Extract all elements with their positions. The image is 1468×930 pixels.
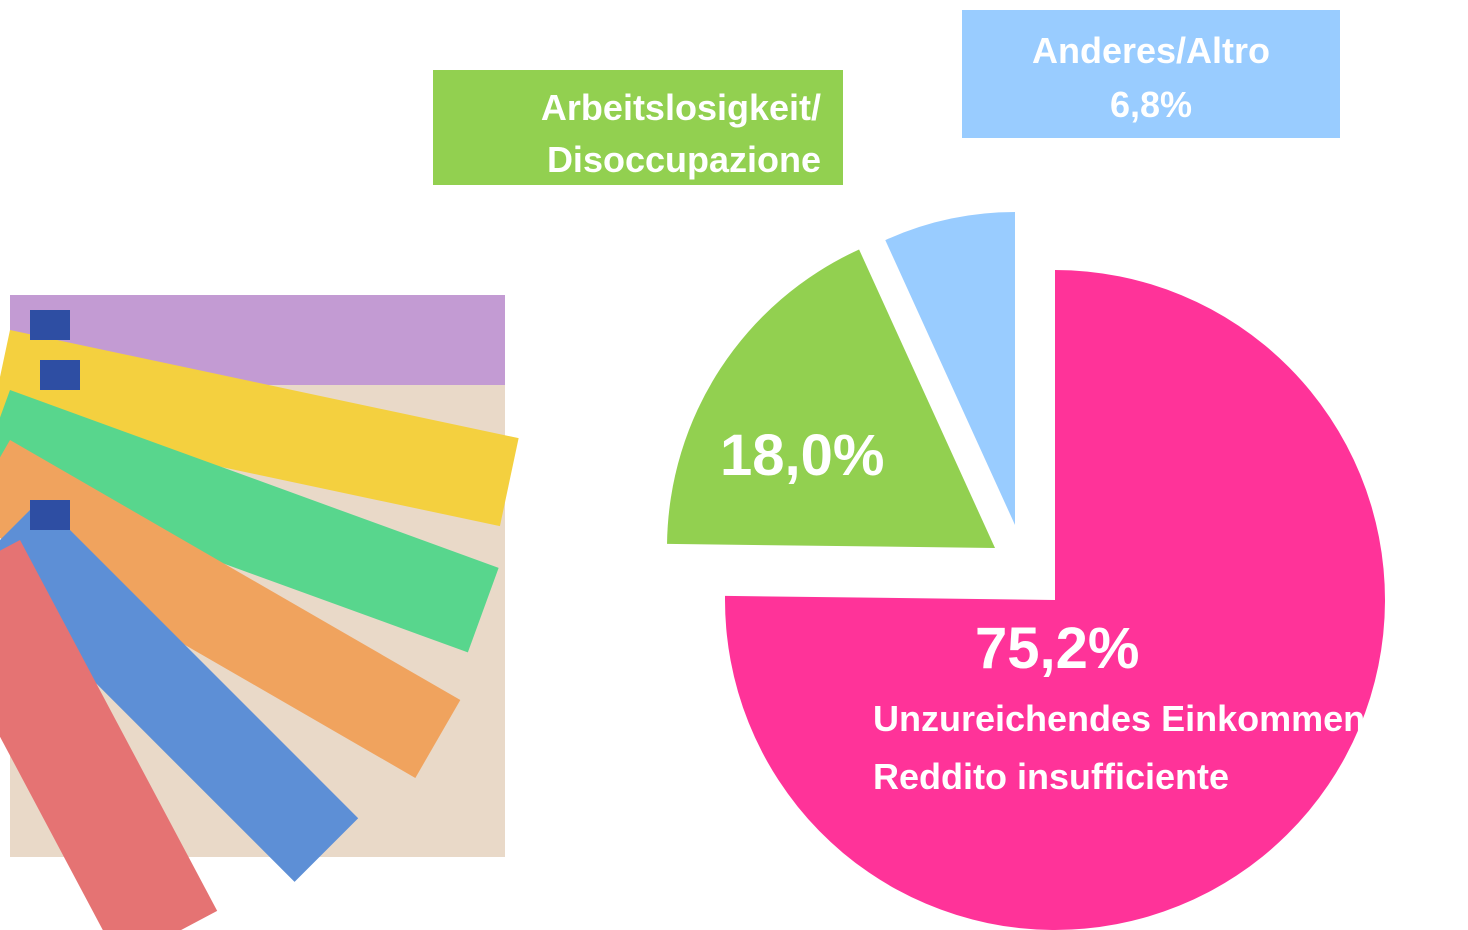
value-label: 18,0% — [720, 422, 884, 489]
euro-banknotes-image — [0, 295, 519, 930]
category-label: Anderes/Altro — [962, 24, 1340, 78]
value-label: 75,2% — [975, 615, 1139, 682]
value-label: 6,8% — [962, 78, 1340, 132]
category-label: Arbeitslosigkeit/ Disoccupazione — [433, 82, 821, 186]
category-label: Unzureichendes Einkommen/ Reddito insuff… — [873, 690, 1375, 806]
page: Arbeitslosigkeit/ Disoccupazione Anderes… — [0, 0, 1468, 930]
